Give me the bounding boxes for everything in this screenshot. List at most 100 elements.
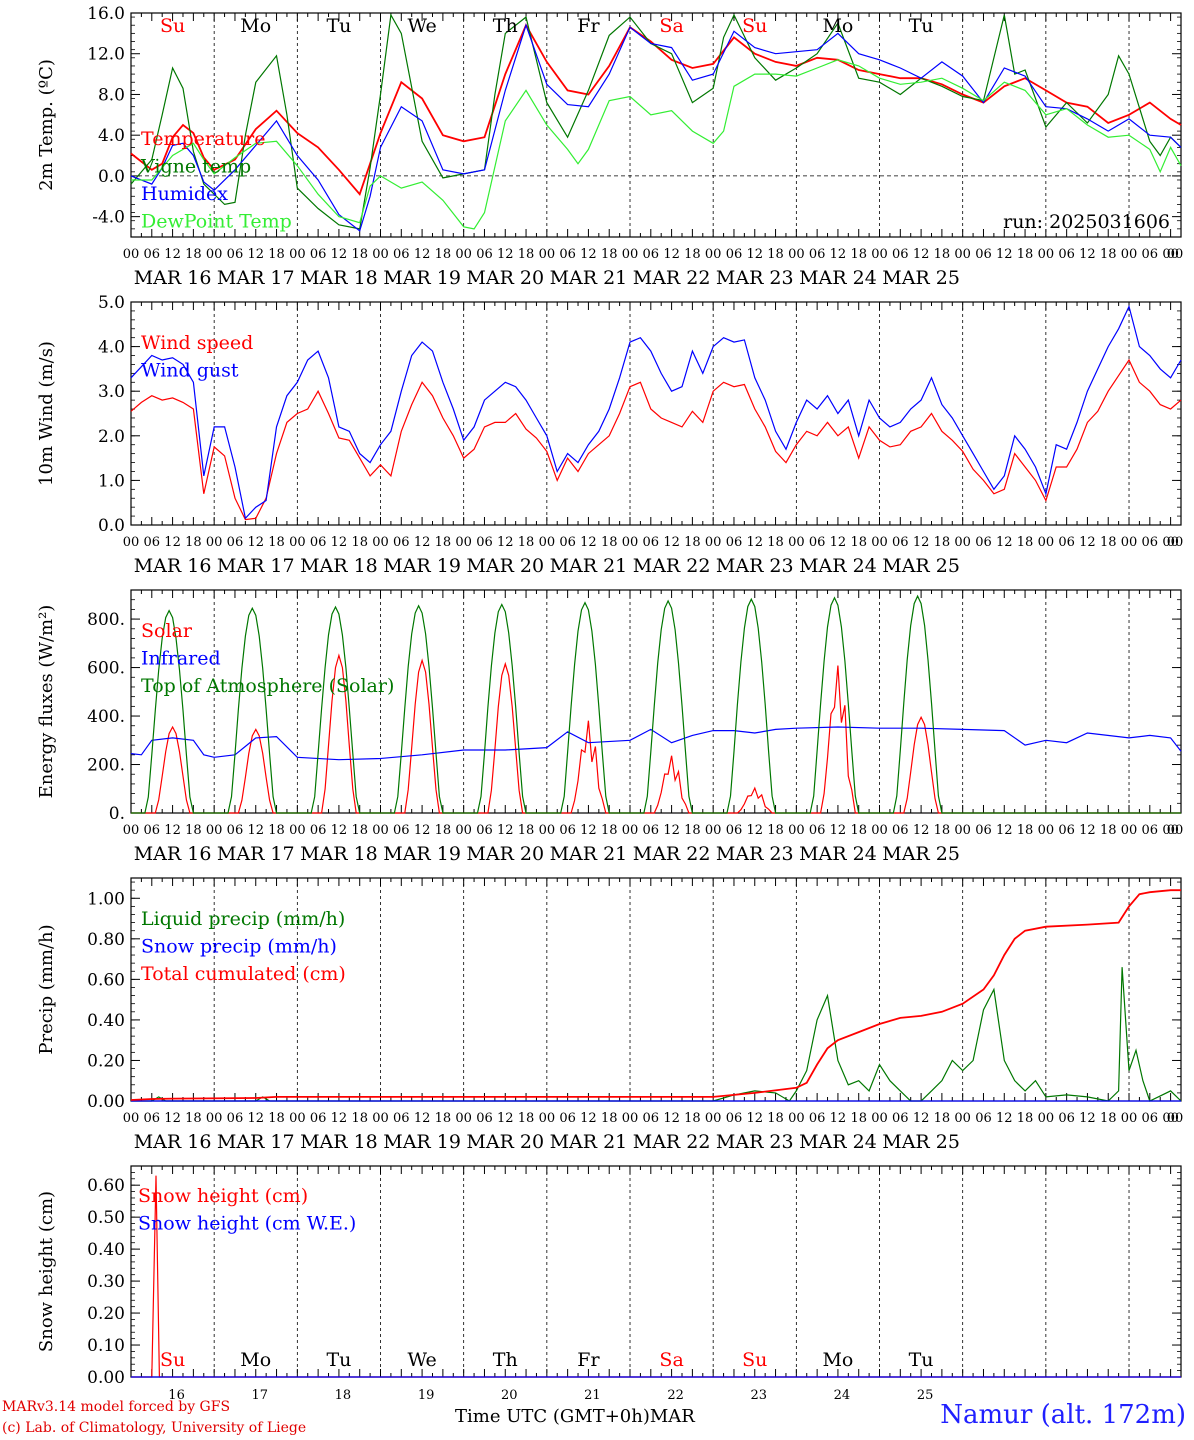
hour-tick-label: 00 [289, 1111, 306, 1126]
hour-tick-label: 00 [1167, 247, 1184, 262]
hour-tick-label: 06 [227, 1111, 244, 1126]
hour-tick-label: 18 [268, 823, 285, 838]
legend-entry: Humidex [141, 183, 228, 205]
y-tick-label: 8.0 [98, 85, 125, 105]
hour-tick-label: 18 [767, 823, 784, 838]
date-label: MAR 21 [550, 843, 628, 865]
hour-tick-label: 18 [351, 247, 368, 262]
hour-tick-label: 00 [871, 535, 888, 550]
hour-tick-label: 18 [351, 1111, 368, 1126]
day-name-bottom: Su [160, 1349, 185, 1371]
day-name-bottom: Su [742, 1349, 767, 1371]
hour-tick-label: 12 [331, 247, 348, 262]
hour-tick-label: 00 [705, 535, 722, 550]
hour-tick-label: 12 [247, 535, 264, 550]
series-line-temp-2 [130, 23, 1182, 232]
hour-tick-label: 06 [310, 247, 327, 262]
date-label: MAR 24 [799, 555, 877, 577]
day-number-label: 22 [667, 1388, 684, 1403]
hour-tick-label: 00 [622, 535, 639, 550]
hour-tick-label: 06 [892, 247, 909, 262]
hour-tick-label: 06 [144, 535, 161, 550]
hour-tick-label: 18 [518, 535, 535, 550]
hour-tick-label: 12 [746, 247, 763, 262]
hour-tick-label: 06 [975, 823, 992, 838]
hour-tick-label: 00 [788, 1111, 805, 1126]
hour-tick-label: 00 [622, 823, 639, 838]
y-tick-label: 12.0 [87, 45, 125, 65]
hour-tick-label: 06 [144, 247, 161, 262]
y-tick-label: 4.0 [98, 338, 125, 358]
date-label: MAR 23 [716, 267, 794, 289]
hour-tick-label: 18 [435, 247, 452, 262]
hour-tick-label: 18 [351, 535, 368, 550]
hour-tick-label: 06 [643, 823, 660, 838]
day-name-top: Mo [822, 15, 853, 37]
hour-tick-label: 18 [518, 247, 535, 262]
hour-tick-label: 06 [726, 247, 743, 262]
hour-tick-label: 12 [580, 535, 597, 550]
y-tick-label: 16.0 [87, 4, 125, 24]
hour-tick-label: 12 [746, 535, 763, 550]
hour-tick-label: 12 [746, 1111, 763, 1126]
hour-tick-label: 06 [892, 535, 909, 550]
hour-tick-label: 00 [206, 1111, 223, 1126]
hour-tick-label: 18 [268, 535, 285, 550]
hour-tick-label: 00 [372, 823, 389, 838]
hour-tick-label: 00 [289, 823, 306, 838]
date-label: MAR 20 [466, 267, 544, 289]
hour-tick-label: 06 [476, 823, 493, 838]
hour-tick-label: 18 [767, 247, 784, 262]
date-label: MAR 16 [134, 1131, 212, 1153]
hour-tick-label: 18 [1017, 535, 1034, 550]
location-label: Namur (alt. 172m) [940, 1400, 1186, 1430]
legend-entry: Infrared [141, 648, 221, 670]
hour-tick-label: 18 [518, 823, 535, 838]
time-axis-title: Time UTC (GMT+0h)MAR [455, 1406, 695, 1427]
hour-tick-label: 18 [684, 535, 701, 550]
run-label: run: 2025031606 [1003, 211, 1170, 233]
date-label: MAR 21 [550, 555, 628, 577]
hour-tick-label: 12 [830, 823, 847, 838]
y-tick-label: 0.60 [87, 970, 125, 990]
hour-tick-label: 00 [622, 247, 639, 262]
hour-tick-label: 00 [372, 1111, 389, 1126]
hour-tick-label: 06 [393, 535, 410, 550]
legend-entry: Solar [141, 620, 193, 642]
hour-tick-label: 18 [934, 247, 951, 262]
time-axis-month: MAR [649, 1406, 695, 1427]
hour-tick-label: 00 [455, 247, 472, 262]
date-label: MAR 20 [466, 555, 544, 577]
date-label: MAR 16 [134, 267, 212, 289]
hour-tick-label: 18 [435, 823, 452, 838]
series-line-temp-3 [131, 59, 1182, 230]
lab-credit: (c) Lab. of Climatology, University of L… [2, 1420, 307, 1436]
hour-tick-label: 12 [164, 1111, 181, 1126]
day-name-bottom: Mo [822, 1349, 853, 1371]
hour-tick-label: 12 [331, 535, 348, 550]
hour-tick-label: 00 [206, 535, 223, 550]
hour-tick-label: 06 [393, 823, 410, 838]
day-name-top: Su [160, 15, 185, 37]
hour-tick-label: 00 [1038, 823, 1055, 838]
date-label: MAR 21 [550, 1131, 628, 1153]
hour-tick-label: 12 [746, 823, 763, 838]
hour-tick-label: 06 [1142, 1111, 1159, 1126]
hour-tick-label: 12 [1079, 823, 1096, 838]
hour-tick-label: 00 [1121, 823, 1138, 838]
hour-tick-label: 12 [414, 247, 431, 262]
hour-tick-label: 12 [996, 823, 1013, 838]
hour-tick-label: 00 [123, 247, 140, 262]
date-label: MAR 17 [217, 1131, 295, 1153]
y-tick-label: 1.0 [98, 471, 125, 491]
series-line-wind-0 [130, 358, 1182, 521]
legend-entry: Snow height (cm W.E.) [138, 1213, 356, 1235]
y-tick-label: 2.0 [98, 427, 125, 447]
y-axis-label-energy: Energy fluxes (W/m²) [36, 605, 57, 799]
hour-tick-label: 12 [830, 247, 847, 262]
day-name-top: Sa [659, 15, 683, 37]
day-name-bottom: Th [493, 1349, 518, 1371]
hour-tick-label: 00 [1121, 247, 1138, 262]
hour-tick-label: 00 [539, 535, 556, 550]
hour-tick-label: 18 [601, 823, 618, 838]
